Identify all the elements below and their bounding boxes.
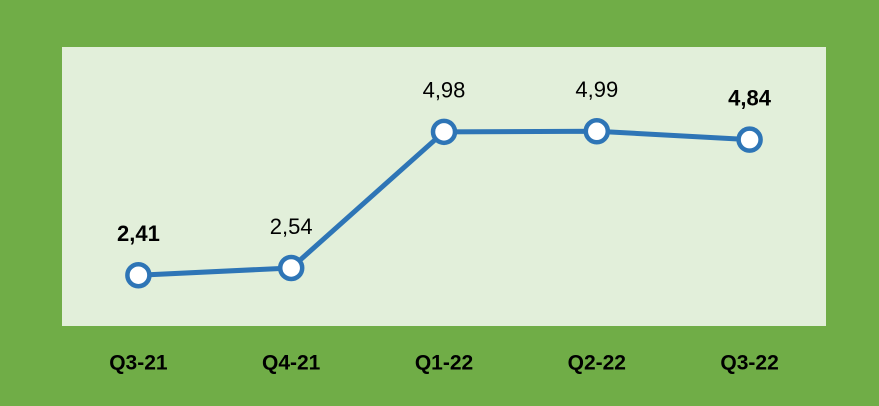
marker [430, 118, 458, 146]
value-label: 4,84 [728, 85, 772, 110]
x-tick-label: Q2-22 [568, 352, 626, 375]
x-tick-label: Q3-22 [720, 352, 778, 375]
value-label: 2,41 [117, 221, 160, 246]
value-label: 4,98 [423, 78, 466, 103]
marker [277, 254, 305, 282]
value-label: 2,54 [270, 214, 313, 239]
value-label: 4,99 [575, 77, 618, 102]
x-tick-label: Q1-22 [415, 352, 473, 375]
marker [125, 261, 152, 289]
marker [736, 126, 763, 153]
plot-area [62, 47, 826, 326]
x-tick-label: Q3-21 [109, 352, 168, 375]
x-tick-label: Q4-21 [262, 352, 321, 375]
marker [583, 118, 611, 145]
